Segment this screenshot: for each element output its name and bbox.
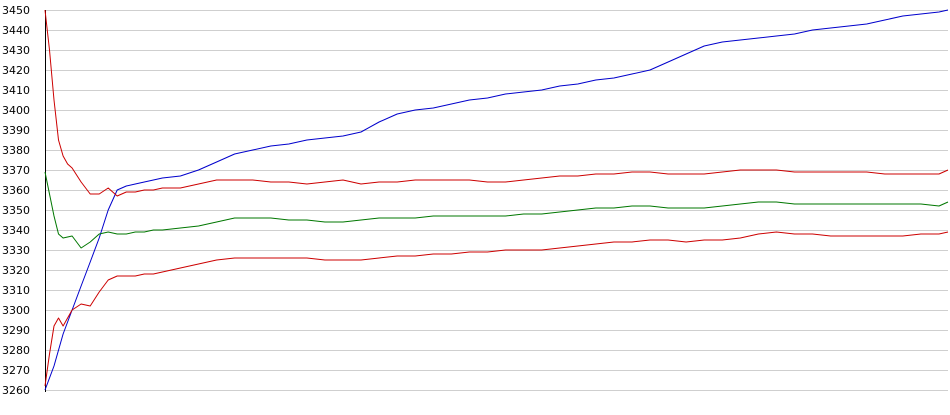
y-tick-label: 3300 xyxy=(2,304,30,317)
y-tick-label: 3320 xyxy=(2,264,30,277)
y-tick-label: 3310 xyxy=(2,284,30,297)
y-tick-labels: 3260 3270 3280 3290 3300 3310 3320 3330 3340 3350… xyxy=(2,4,30,397)
y-tick-label: 3280 xyxy=(2,344,30,357)
series-line-1 xyxy=(44,9,949,391)
y-tick-label: 3350 xyxy=(2,204,30,217)
y-tick-label: 3400 xyxy=(2,104,30,117)
series-line-4 xyxy=(44,231,949,387)
y-tick-label: 3260 xyxy=(2,384,30,397)
y-tick-label: 3360 xyxy=(2,184,30,197)
series-line-2 xyxy=(44,9,949,197)
y-tick-label: 3270 xyxy=(2,364,30,377)
y-tick-label: 3340 xyxy=(2,224,30,237)
y-tick-label: 3390 xyxy=(2,124,30,137)
y-tick-label: 3450 xyxy=(2,4,30,17)
y-tick-label: 3290 xyxy=(2,324,30,337)
y-tick-label: 3410 xyxy=(2,84,30,97)
y-tick-label: 3370 xyxy=(2,164,30,177)
y-tick-label: 3380 xyxy=(2,144,30,157)
y-tick-label: 3440 xyxy=(2,24,30,37)
gridlines xyxy=(45,10,948,391)
series-lines xyxy=(44,9,949,391)
series-line-3 xyxy=(44,171,949,249)
y-tick-label: 3430 xyxy=(2,44,30,57)
y-tick-label: 3420 xyxy=(2,64,30,77)
y-tick-label: 3330 xyxy=(2,244,30,257)
